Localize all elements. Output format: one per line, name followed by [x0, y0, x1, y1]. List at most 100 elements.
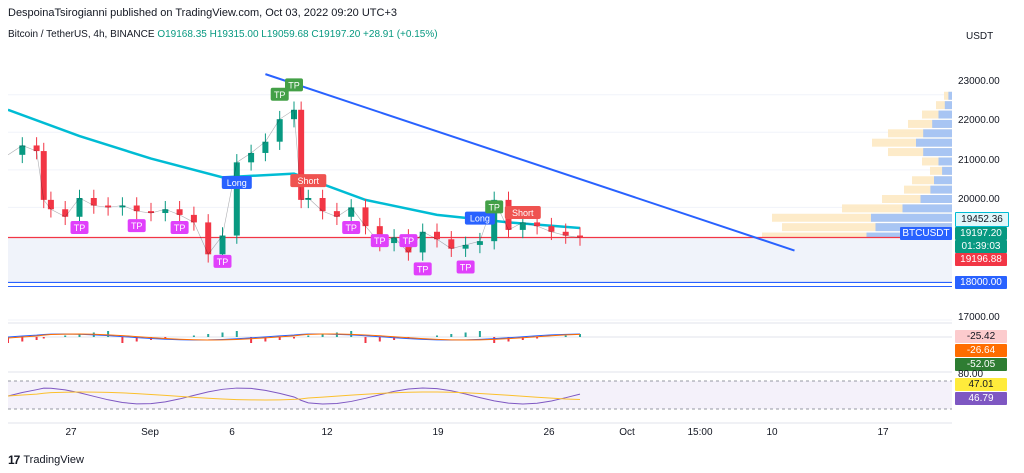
macd-histogram-bar: [564, 335, 567, 337]
macd-histogram-bar: [307, 335, 310, 337]
signal-badge-label: TP: [174, 223, 186, 233]
signal-badge: [370, 234, 389, 248]
rsi-band: [8, 381, 952, 409]
volume-profile-bar: [888, 129, 952, 138]
currency-label: USDT: [966, 31, 994, 42]
macd-histogram-bar: [321, 334, 324, 337]
volume-profile-bar: [938, 157, 952, 166]
macd-histogram-bar: [107, 331, 110, 337]
y-tick-20000: 20000.00: [958, 194, 1000, 205]
candle-body: [534, 222, 541, 227]
signal-badge-label: TP: [274, 90, 286, 100]
footer: 17 TradingView: [8, 453, 84, 467]
candle-body: [162, 209, 169, 214]
volume-profile-bar: [902, 204, 952, 213]
x-tick-27: 27: [65, 427, 77, 438]
symbol-name[interactable]: Bitcoin / TetherUS, 4h, BINANCE: [8, 29, 155, 40]
candle-body: [548, 226, 555, 232]
candle-body: [305, 198, 312, 200]
signal-badge: [456, 260, 475, 274]
ohlc-values: O19168.35 H19315.00 L19059.68 C19197.20 …: [157, 29, 438, 40]
signal-badge: [464, 211, 495, 225]
x-tick-19: 19: [432, 427, 444, 438]
macd-value-1: -25.42: [955, 330, 1007, 343]
macd-histogram-bar: [436, 335, 438, 337]
volume-profile-bar: [936, 101, 952, 110]
signal-badge-label: TP: [217, 257, 229, 267]
macd-histogram-bar: [64, 335, 67, 337]
signal-badge: [221, 175, 252, 189]
volume-profile-bar: [922, 110, 952, 119]
countdown-tag: 01:39:03: [955, 240, 1007, 253]
volume-profile-bar: [871, 213, 952, 222]
signal-badge: [413, 262, 432, 276]
x-tick-6: 6: [229, 427, 235, 438]
volume-profile-bar: [948, 91, 952, 100]
y-tick-21000: 21000.00: [958, 155, 1000, 166]
candle-body: [190, 214, 197, 223]
candle-body: [333, 211, 340, 217]
candle-body: [319, 198, 326, 212]
macd-histogram-bar: [278, 337, 281, 340]
rsi-value-2: 46.79: [955, 392, 1007, 405]
rsi-line: [8, 387, 581, 405]
close-path-line: [8, 109, 581, 255]
volume-profile-bar: [882, 195, 952, 203]
volume-profile-bar: [938, 110, 952, 119]
y-tick-23000: 23000.00: [958, 76, 1000, 87]
footer-brand[interactable]: TradingView: [23, 454, 84, 466]
candle-body: [434, 231, 440, 240]
candle-body: [233, 162, 240, 236]
candle-body: [76, 198, 83, 217]
volume-profile-bar: [904, 185, 952, 194]
candle-body: [298, 109, 305, 200]
macd-histogram-bar: [493, 337, 496, 343]
volume-profile-bar: [916, 138, 952, 147]
candle-body: [176, 209, 183, 215]
volume-profile-bar: [912, 176, 952, 185]
macd-histogram-bar: [579, 334, 581, 337]
macd-histogram-bar: [464, 332, 467, 337]
macd-histogram-bar: [121, 337, 124, 343]
x-tick-26: 26: [543, 427, 555, 438]
signal-badge: [485, 200, 504, 214]
signal-badge-label: TP: [131, 221, 143, 231]
candle-body: [291, 109, 297, 120]
volume-profile-bar: [920, 195, 952, 203]
candle-body: [205, 222, 212, 255]
macd-histogram-bar: [521, 337, 524, 340]
x-tick-1500: 15:00: [687, 427, 713, 438]
macd-histogram-bar: [536, 337, 539, 339]
y-tick-22000: 22000.00: [958, 115, 1000, 126]
volume-profile-bar: [872, 138, 952, 147]
macd-histogram-bar: [478, 331, 481, 337]
volume-profile-bar: [923, 148, 952, 157]
signal-badge-label: TP: [374, 236, 386, 246]
line-price-tag: 19196.88: [955, 253, 1007, 266]
macd-histogram-bar: [35, 337, 38, 340]
volume-profile-bar: [782, 223, 952, 232]
macd-histogram-bar: [21, 337, 24, 342]
macd-histogram-bar: [8, 337, 9, 343]
signal-badge-label: TP: [403, 236, 415, 246]
candle-body: [248, 152, 255, 163]
rsi-ma-line: [8, 391, 581, 401]
signal-badge-label: Long: [470, 214, 490, 224]
last-price-tag: 19197.20: [955, 227, 1007, 240]
candle-body: [47, 199, 54, 210]
trendline: [265, 73, 795, 252]
tradingview-logo-icon: 17: [8, 453, 20, 467]
signal-badge: [504, 206, 541, 220]
y-tick-17000: 17000.00: [958, 312, 1000, 323]
signal-badge: [270, 87, 289, 101]
symbol-tag: BTCUSDT: [900, 227, 952, 240]
macd-histogram-bar: [264, 337, 267, 342]
signal-badge-label: TP: [345, 223, 357, 233]
macd-histogram-bar: [393, 337, 396, 340]
macd-histogram-bar: [293, 337, 295, 339]
ma-price-tag: 19452.36: [955, 212, 1009, 227]
candle-body: [262, 141, 269, 153]
macd-histogram-bar: [235, 331, 238, 337]
candle-body: [90, 198, 97, 206]
